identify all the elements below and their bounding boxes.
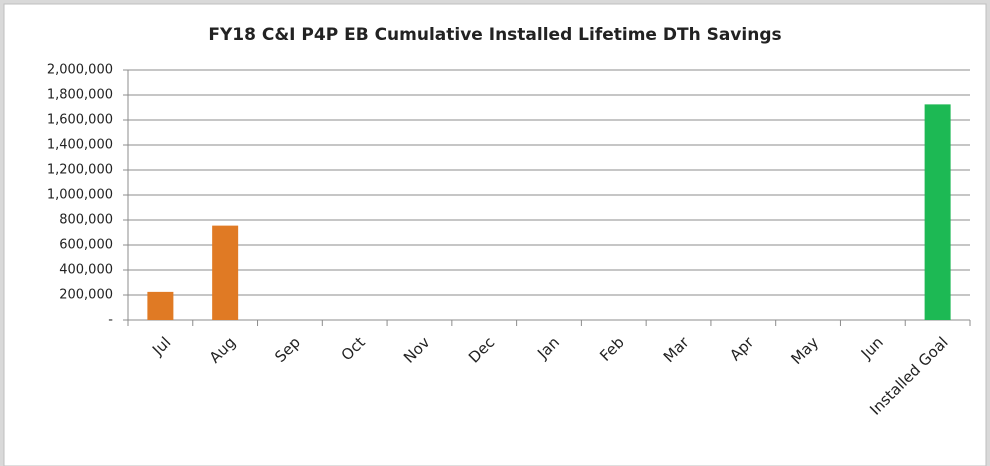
chart-title: FY18 C&I P4P EB Cumulative Installed Lif… xyxy=(208,25,781,45)
y-tick-label: 1,800,000 xyxy=(47,88,113,103)
y-tick-label: 2,000,000 xyxy=(47,63,113,78)
y-tick-label: 1,400,000 xyxy=(47,138,113,153)
bar xyxy=(212,225,239,320)
y-tick-label: 400,000 xyxy=(59,263,113,278)
chart-background xyxy=(3,3,987,466)
y-tick-label: 1,200,000 xyxy=(47,163,113,178)
bar xyxy=(147,291,174,320)
bar xyxy=(924,104,951,320)
y-tick-label: - xyxy=(108,313,113,328)
y-tick-label: 1,600,000 xyxy=(47,113,113,128)
y-tick-label: 1,000,000 xyxy=(47,188,113,203)
y-tick-label: 200,000 xyxy=(59,288,113,303)
y-tick-label: 600,000 xyxy=(59,238,113,253)
y-tick-label: 800,000 xyxy=(59,213,113,228)
